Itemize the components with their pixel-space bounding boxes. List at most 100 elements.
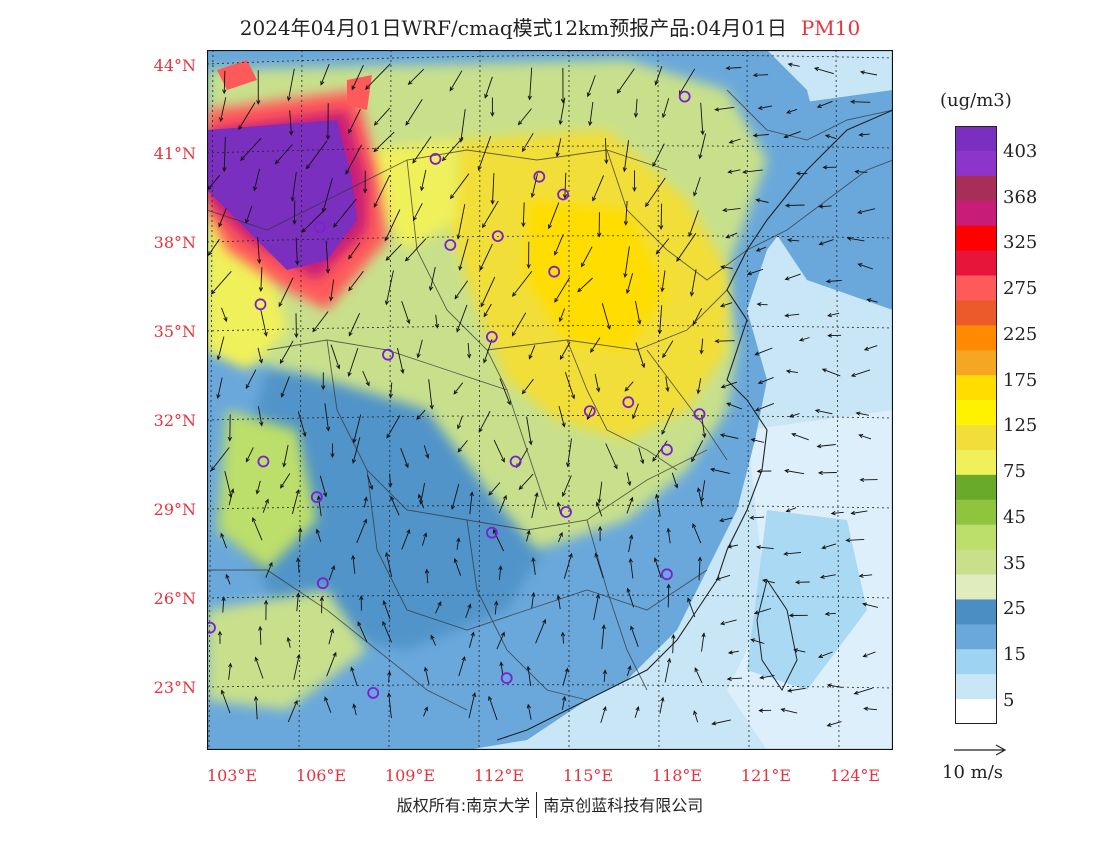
lat-label: 23°N: [153, 678, 196, 697]
wind-arrow: [788, 613, 808, 618]
wind-arrow: [759, 674, 775, 680]
wind-arrow: [676, 232, 697, 262]
city-station-marker: [254, 298, 267, 311]
wind-arrow: [787, 62, 800, 67]
wind-arrow: [752, 73, 769, 78]
wind-arrow: [719, 517, 733, 523]
city-station-marker: [485, 526, 498, 539]
wind-arrow: [694, 667, 703, 684]
wind-arrow: [660, 270, 666, 293]
wind-arrow: [714, 106, 735, 112]
wind-arrow: [373, 174, 391, 208]
wind-arrow: [289, 110, 294, 136]
legend-label: 125: [1003, 415, 1038, 436]
wind-arrow: [850, 369, 871, 377]
wind-arrow: [478, 410, 491, 433]
city-station-marker: [660, 568, 673, 581]
wind-arrow: [479, 243, 493, 271]
wind-arrow: [727, 650, 739, 655]
legend-label: 368: [1003, 187, 1038, 208]
city-station-marker: [560, 506, 572, 518]
wind-arrow: [329, 279, 335, 302]
wind-arrow: [265, 561, 273, 578]
wind-arrow: [423, 666, 430, 685]
wind-arrow: [456, 537, 461, 550]
wind-arrow: [457, 440, 468, 453]
wind-arrow: [754, 347, 773, 356]
legend-label: 45: [1003, 507, 1026, 528]
wind-arrow: [526, 703, 532, 720]
wind-arrow: [858, 132, 870, 137]
city-station-marker: [485, 330, 498, 343]
wind-arrow: [412, 136, 432, 164]
wind-arrow: [456, 304, 468, 333]
wind-arrow: [312, 311, 329, 333]
wind-arrow: [351, 554, 356, 574]
wind-arrow: [316, 495, 322, 517]
wind-arrow: [560, 631, 566, 644]
wind-arrow: [597, 525, 603, 542]
footer: 版权所有:南京大学 南京创蓝科技有限公司: [0, 792, 1100, 818]
wind-arrow: [780, 708, 798, 714]
wind-arrow: [661, 98, 670, 119]
wind-arrow: [490, 97, 495, 117]
wind-arrow: [219, 97, 227, 123]
wind-arrow: [258, 267, 264, 293]
city-station-marker: [509, 455, 522, 468]
wind-arrow: [416, 409, 426, 420]
pm10-concentration-map: [207, 50, 893, 750]
wind-arrow: [600, 706, 607, 724]
wind-arrow: [727, 169, 741, 174]
wind-arrow: [258, 625, 263, 645]
wind-arrow: [526, 529, 531, 542]
wind-arrow: [630, 625, 639, 647]
wind-arrow: [558, 97, 566, 126]
legend-swatch: [955, 524, 997, 551]
wind-arrow: [671, 472, 679, 489]
city-station-marker: [316, 577, 329, 590]
wind-arrow: [468, 692, 477, 719]
wind-arrow: [786, 238, 800, 243]
wind-arrow: [601, 624, 606, 650]
city-station-marker: [367, 687, 380, 699]
legend-swatch: [955, 599, 997, 625]
wind-arrow: [293, 653, 301, 680]
wind-arrow: [298, 527, 303, 542]
wind-arrow: [286, 68, 295, 102]
wind-arrow: [830, 511, 844, 516]
wind-arrow: [240, 137, 262, 161]
wind-arrow: [254, 656, 264, 679]
wind-arrow: [221, 307, 228, 323]
wind-arrow: [755, 198, 769, 203]
wind-arrow: [632, 170, 637, 192]
taiwan-zone: [747, 510, 867, 690]
wind-arrow: [719, 433, 739, 439]
color-legend-bar: [955, 126, 997, 724]
wind-arrow: [547, 202, 560, 230]
wind-arrow: [384, 209, 401, 242]
wind-arrow: [321, 372, 326, 391]
wind-arrow: [689, 269, 697, 297]
wind-arrow: [296, 557, 301, 574]
wind-arrow: [279, 340, 294, 364]
wind-arrow: [625, 273, 634, 295]
wind-arrow: [417, 493, 425, 509]
legend-swatch: [955, 350, 997, 376]
lon-label: 118°E: [651, 766, 703, 785]
map-title: 2024年04月01日WRF/cmaq模式12km预报产品:04月01日 PM10: [0, 12, 1100, 41]
wind-arrow: [421, 532, 428, 546]
northeast-sea-zone: [747, 90, 893, 310]
wind-arrow: [616, 68, 635, 94]
wind-arrow: [825, 279, 842, 284]
wind-arrow: [423, 445, 430, 459]
wind-arrow: [624, 381, 634, 392]
wind-arrow: [586, 75, 596, 98]
wind-arrow: [488, 695, 498, 721]
legend-label: 75: [1003, 461, 1026, 482]
wind-arrow: [483, 339, 493, 364]
wind-arrow: [581, 246, 593, 268]
wind-arrow: [420, 169, 427, 192]
wind-arrow: [638, 447, 645, 465]
legend-swatch: [955, 425, 997, 451]
wind-arrow: [404, 238, 427, 262]
